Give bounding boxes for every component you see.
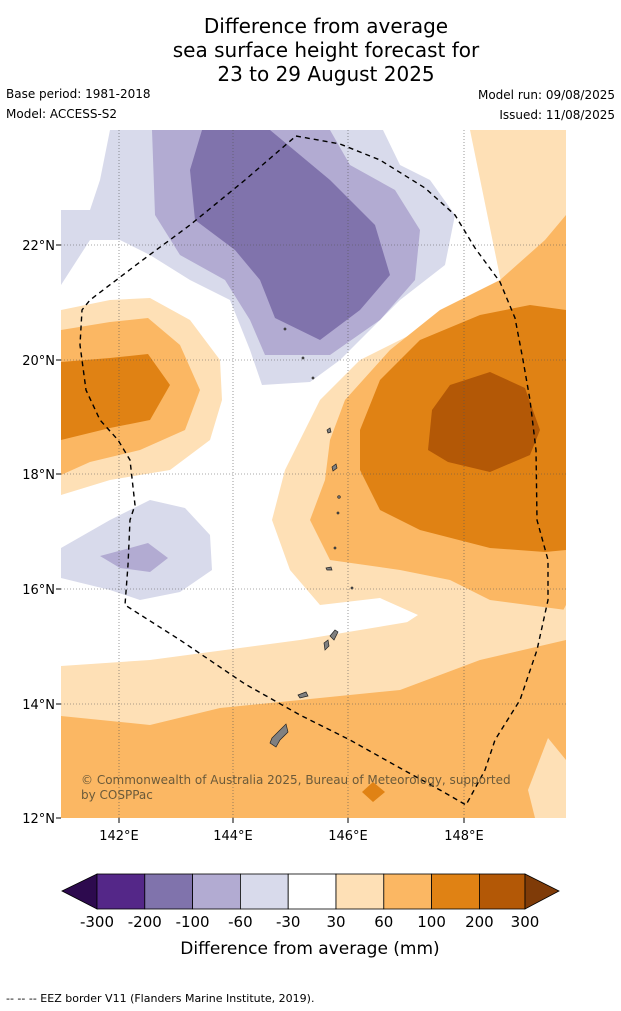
issued-label: Issued: 11/08/2025 (499, 108, 615, 122)
island-pagan (331, 463, 338, 472)
colorbar-tick-neg200: -200 (128, 913, 162, 931)
axis-ticks (56, 244, 465, 823)
colorbar (61, 873, 560, 910)
colorbar-tick-neg30: -30 (276, 913, 301, 931)
colorbar-bin-neg200-neg100 (144, 873, 194, 910)
island-uracas (283, 327, 287, 331)
colorbar-title: Difference from average (mm) (180, 939, 439, 959)
colorbar-bin-neg100-neg60 (192, 873, 241, 910)
colorbar-tick-100: 100 (417, 913, 446, 931)
anomaly-region-edge-east (558, 605, 566, 635)
lat-label-22n: 22°N (22, 239, 55, 254)
anomaly-region-neg60-neg100-west (100, 543, 168, 572)
lon-label-144e: 144°E (213, 829, 253, 844)
map-area: © Commonwealth of Australia 2025, Bureau… (61, 130, 566, 818)
colorbar-tick-30: 30 (326, 913, 345, 931)
island-agrihan (326, 427, 332, 434)
colorbar-bin-neg30-30 (287, 873, 337, 910)
chart-title: Difference from average sea surface heig… (0, 14, 621, 86)
gridlines (61, 130, 566, 818)
colorbar-bin-200-300 (478, 873, 526, 910)
island-alamagan (337, 495, 341, 499)
colorbar-tick-60: 60 (374, 913, 393, 931)
island-guam (269, 723, 289, 748)
islands (269, 327, 354, 748)
colorbar-tick-neg100: -100 (176, 913, 210, 931)
base-period-label: Base period: 1981-2018 (6, 87, 151, 101)
lat-label-20n: 20°N (22, 354, 55, 369)
title-line-2: sea surface height forecast for (172, 38, 480, 62)
colorbar-bin-neg300-neg200 (96, 873, 146, 910)
title-line-3: 23 to 29 August 2025 (217, 62, 435, 86)
colorbar-bin-60-100 (383, 873, 432, 910)
island-asuncion (311, 376, 315, 380)
anomaly-region-100-200-west (61, 354, 170, 440)
island-saipan (329, 629, 339, 641)
island-rota (297, 691, 309, 699)
island-maug (301, 356, 305, 360)
anomaly-region-200-300-east (428, 372, 540, 472)
lat-label-16n: 16°N (22, 583, 55, 598)
anomaly-region-100-200-southeast (362, 782, 385, 802)
island-tinian (323, 639, 330, 651)
lat-label-18n: 18°N (22, 468, 55, 483)
anomaly-region-30-60-east-top (490, 130, 566, 250)
colorbar-tick-neg60: -60 (228, 913, 253, 931)
colorbar-bin-30-60 (335, 873, 385, 910)
lon-label-142e: 142°E (99, 829, 139, 844)
copyright-line-1: © Commonwealth of Australia 2025, Bureau… (81, 773, 511, 787)
model-label: Model: ACCESS-S2 (6, 107, 118, 121)
colorbar-bin-100-200 (431, 873, 480, 910)
eez-border (79, 135, 549, 806)
anomaly-region-60-100-south (61, 640, 566, 818)
colorbar-tick-300: 300 (511, 913, 540, 931)
island-guguan (336, 511, 340, 515)
eez-footnote: -- -- -- EEZ border V11 (Flanders Marine… (6, 992, 315, 1005)
lon-label-146e: 146°E (328, 829, 368, 844)
island-sarigan (333, 546, 337, 550)
colorbar-tick-200: 200 (465, 913, 494, 931)
colorbar-extend-low (61, 873, 98, 910)
anomaly-region-neg100-neg200-north (190, 130, 390, 340)
model-run-label: Model run: 09/08/2025 (477, 88, 615, 102)
colorbar-bin-neg60-neg30 (239, 873, 289, 910)
anomaly-region-60-100-southeast (528, 738, 566, 818)
lat-label-14n: 14°N (22, 698, 55, 713)
colorbar-tick-neg300: -300 (80, 913, 114, 931)
lon-label-148e: 148°E (444, 829, 484, 844)
island-anatahan (325, 566, 333, 571)
title-line-1: Difference from average (203, 14, 449, 38)
lat-label-12n: 12°N (22, 812, 55, 827)
copyright-line-2: by COSPPac (81, 788, 153, 802)
colorbar-extend-high (524, 873, 560, 910)
